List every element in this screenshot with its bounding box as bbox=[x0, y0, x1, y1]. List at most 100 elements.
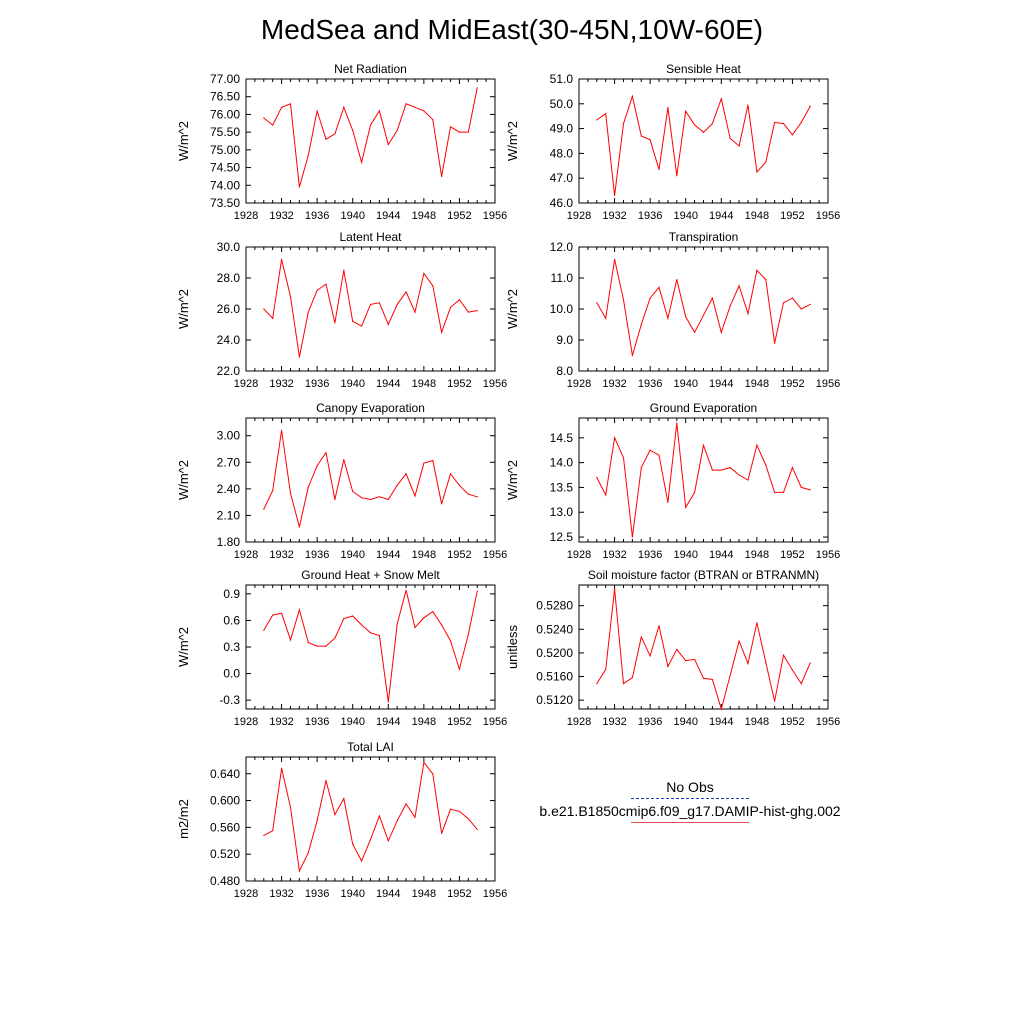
y-tick-label: 2.40 bbox=[217, 482, 241, 496]
x-tick-label: 1956 bbox=[816, 378, 840, 390]
x-tick-label: 1956 bbox=[483, 716, 507, 728]
data-point bbox=[720, 98, 722, 100]
data-point bbox=[685, 316, 687, 318]
y-tick-label: 51.0 bbox=[550, 72, 574, 86]
data-point bbox=[343, 618, 345, 620]
chart-panel-4: 1928 1932 1936 1940 1944 1948 1952 1956 1.80 2.10… bbox=[176, 401, 507, 561]
y-tick-label: 0.5240 bbox=[536, 622, 573, 636]
y-tick-label: 76.00 bbox=[210, 107, 240, 121]
data-point bbox=[263, 117, 265, 119]
data-point bbox=[800, 121, 802, 123]
x-tick-label: 1948 bbox=[745, 716, 769, 728]
data-point bbox=[352, 320, 354, 322]
x-tick-label: 1940 bbox=[340, 549, 364, 561]
data-point bbox=[369, 498, 372, 501]
data-point bbox=[263, 834, 265, 837]
x-tick-label: 1956 bbox=[483, 210, 507, 222]
x-tick-label: 1936 bbox=[638, 716, 662, 728]
legend-obs-line bbox=[631, 798, 749, 799]
data-point bbox=[613, 194, 616, 197]
y-tick-label: 2.70 bbox=[217, 455, 241, 469]
data-point bbox=[720, 708, 722, 710]
data-point bbox=[361, 624, 363, 626]
data-point bbox=[387, 701, 389, 703]
data-point bbox=[298, 356, 300, 358]
data-point bbox=[747, 662, 749, 665]
data-point bbox=[423, 110, 425, 112]
y-tick-label: 0.9 bbox=[223, 587, 240, 601]
y-tick-label: 74.50 bbox=[210, 161, 240, 175]
data-point bbox=[774, 121, 776, 123]
data-point bbox=[702, 677, 705, 679]
y-tick-label: 24.0 bbox=[217, 333, 241, 347]
data-point bbox=[702, 314, 705, 316]
data-point bbox=[352, 129, 354, 131]
data-point bbox=[685, 506, 687, 508]
series-line bbox=[263, 87, 478, 188]
x-tick-label: 1944 bbox=[376, 716, 400, 728]
y-tick-label: 0.600 bbox=[210, 794, 240, 808]
y-tick-label: 1.80 bbox=[217, 535, 241, 549]
chart-panel-2: 1928 1932 1936 1940 1944 1948 1952 1956 22.0 24.0… bbox=[176, 230, 507, 390]
data-point bbox=[325, 138, 327, 140]
data-point bbox=[441, 832, 443, 835]
data-point bbox=[414, 106, 416, 108]
x-tick-label: 1948 bbox=[412, 716, 436, 728]
data-point bbox=[613, 588, 616, 590]
data-point bbox=[307, 311, 309, 313]
data-point bbox=[449, 126, 452, 128]
x-tick-label: 1936 bbox=[305, 716, 329, 728]
x-tick-label: 1952 bbox=[447, 210, 471, 222]
data-point bbox=[361, 860, 363, 862]
data-point bbox=[476, 590, 478, 592]
data-point bbox=[658, 454, 660, 456]
data-point bbox=[458, 299, 461, 301]
data-point bbox=[378, 302, 380, 304]
data-point bbox=[774, 700, 776, 702]
data-point bbox=[631, 95, 633, 97]
y-axis-label: m2/m2 bbox=[176, 799, 191, 839]
data-point bbox=[423, 272, 425, 274]
data-point bbox=[596, 683, 598, 685]
data-point bbox=[263, 629, 265, 631]
data-point bbox=[405, 473, 407, 475]
chart-panel-6: 1928 1932 1936 1940 1944 1948 1952 1956 -0.3 0.0 0… bbox=[176, 568, 507, 728]
x-tick-label: 1928 bbox=[234, 888, 258, 900]
data-point bbox=[334, 133, 336, 135]
x-tick-label: 1940 bbox=[673, 716, 697, 728]
data-point bbox=[307, 486, 309, 488]
data-point bbox=[476, 828, 478, 830]
data-point bbox=[720, 469, 722, 471]
y-tick-label: 0.520 bbox=[210, 847, 240, 861]
y-tick-label: 75.50 bbox=[210, 125, 240, 139]
data-point bbox=[289, 492, 292, 494]
y-axis-label: W/m^2 bbox=[176, 121, 191, 161]
data-point bbox=[756, 269, 758, 271]
y-tick-label: 75.00 bbox=[210, 143, 240, 157]
data-point bbox=[467, 634, 469, 636]
data-point bbox=[316, 465, 318, 467]
x-tick-label: 1944 bbox=[376, 378, 400, 390]
data-point bbox=[449, 808, 452, 810]
data-point bbox=[765, 464, 767, 466]
y-tick-label: 12.0 bbox=[550, 240, 574, 254]
series-line bbox=[263, 430, 478, 528]
data-point bbox=[640, 323, 642, 326]
data-point bbox=[361, 161, 363, 163]
data-point bbox=[667, 665, 669, 668]
x-tick-label: 1928 bbox=[234, 378, 258, 390]
y-tick-label: 8.0 bbox=[556, 364, 573, 378]
x-tick-label: 1932 bbox=[269, 888, 293, 900]
x-tick-label: 1956 bbox=[816, 716, 840, 728]
data-point bbox=[658, 625, 660, 627]
x-tick-label: 1956 bbox=[483, 549, 507, 561]
chart-panel-7: 1928 1932 1936 1940 1944 1948 1952 1956 0.5120 0.… bbox=[505, 568, 840, 728]
data-point bbox=[387, 498, 389, 501]
x-tick-label: 1940 bbox=[673, 549, 697, 561]
data-point bbox=[405, 589, 407, 591]
legend: No Obs b.e21.B1850cmip6.f09_g17.DAMIP-hi… bbox=[520, 778, 860, 823]
data-point bbox=[694, 124, 696, 126]
data-point bbox=[676, 422, 678, 424]
data-point bbox=[756, 622, 758, 624]
x-tick-label: 1952 bbox=[780, 716, 804, 728]
